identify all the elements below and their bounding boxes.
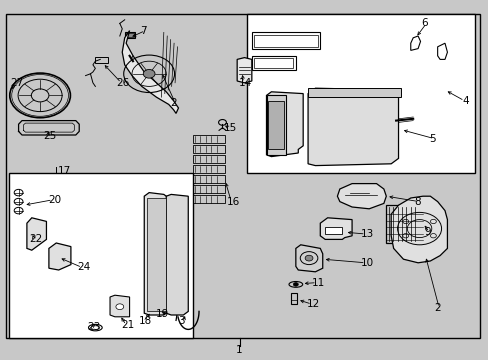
Text: 21: 21 bbox=[121, 320, 134, 330]
Text: 14: 14 bbox=[238, 78, 251, 88]
Text: 17: 17 bbox=[58, 166, 71, 176]
Bar bbox=[193, 135, 224, 143]
Polygon shape bbox=[320, 218, 351, 239]
Text: 4: 4 bbox=[462, 96, 468, 106]
Bar bbox=[251, 32, 320, 49]
Polygon shape bbox=[27, 218, 46, 250]
Bar bbox=[325, 227, 342, 234]
Polygon shape bbox=[337, 184, 386, 209]
Circle shape bbox=[143, 69, 155, 78]
Circle shape bbox=[116, 304, 123, 310]
Polygon shape bbox=[295, 245, 322, 272]
Bar bbox=[254, 35, 317, 47]
Text: 8: 8 bbox=[413, 197, 420, 207]
Bar bbox=[95, 57, 107, 63]
Text: 11: 11 bbox=[311, 278, 325, 288]
Polygon shape bbox=[390, 196, 447, 263]
Polygon shape bbox=[307, 88, 398, 166]
Bar bbox=[146, 198, 166, 311]
Bar bbox=[291, 293, 297, 304]
Text: 22: 22 bbox=[29, 234, 42, 244]
Bar bbox=[254, 58, 293, 68]
Circle shape bbox=[293, 283, 298, 286]
Text: 24: 24 bbox=[77, 262, 90, 273]
Polygon shape bbox=[49, 243, 71, 270]
Circle shape bbox=[305, 255, 312, 261]
Text: 20: 20 bbox=[48, 195, 61, 205]
Bar bbox=[386, 205, 422, 243]
Text: 16: 16 bbox=[226, 197, 239, 207]
Text: 23: 23 bbox=[87, 322, 100, 332]
Bar bbox=[193, 175, 224, 183]
Text: 3: 3 bbox=[178, 316, 185, 327]
Bar bbox=[267, 101, 283, 149]
Text: 7: 7 bbox=[140, 26, 147, 36]
Text: 9: 9 bbox=[424, 227, 430, 237]
Bar bbox=[126, 33, 134, 37]
Bar bbox=[193, 195, 224, 203]
Bar bbox=[9, 173, 193, 338]
Text: 19: 19 bbox=[155, 309, 168, 319]
Bar bbox=[193, 145, 224, 153]
Text: 12: 12 bbox=[306, 299, 320, 309]
Text: 2: 2 bbox=[433, 303, 440, 313]
Bar bbox=[6, 14, 479, 338]
Bar bbox=[124, 32, 135, 38]
Text: 15: 15 bbox=[224, 123, 237, 133]
Bar bbox=[307, 88, 400, 97]
Text: 25: 25 bbox=[43, 131, 56, 141]
Text: 27: 27 bbox=[10, 78, 23, 88]
Bar bbox=[193, 165, 224, 173]
Text: 26: 26 bbox=[116, 78, 129, 88]
Bar bbox=[246, 14, 474, 173]
Polygon shape bbox=[237, 58, 251, 83]
Bar bbox=[266, 95, 285, 155]
Polygon shape bbox=[166, 194, 188, 315]
Text: 13: 13 bbox=[360, 229, 373, 239]
Polygon shape bbox=[266, 92, 303, 157]
Polygon shape bbox=[122, 31, 178, 113]
Text: 18: 18 bbox=[138, 316, 151, 327]
Text: 10: 10 bbox=[360, 258, 373, 268]
Text: 6: 6 bbox=[421, 18, 427, 28]
Text: 1: 1 bbox=[236, 345, 243, 355]
Bar bbox=[251, 56, 295, 70]
Text: 5: 5 bbox=[428, 134, 435, 144]
Text: 2: 2 bbox=[170, 98, 177, 108]
Bar bbox=[193, 155, 224, 163]
Polygon shape bbox=[144, 193, 168, 315]
Bar bbox=[193, 185, 224, 193]
Polygon shape bbox=[110, 295, 129, 317]
